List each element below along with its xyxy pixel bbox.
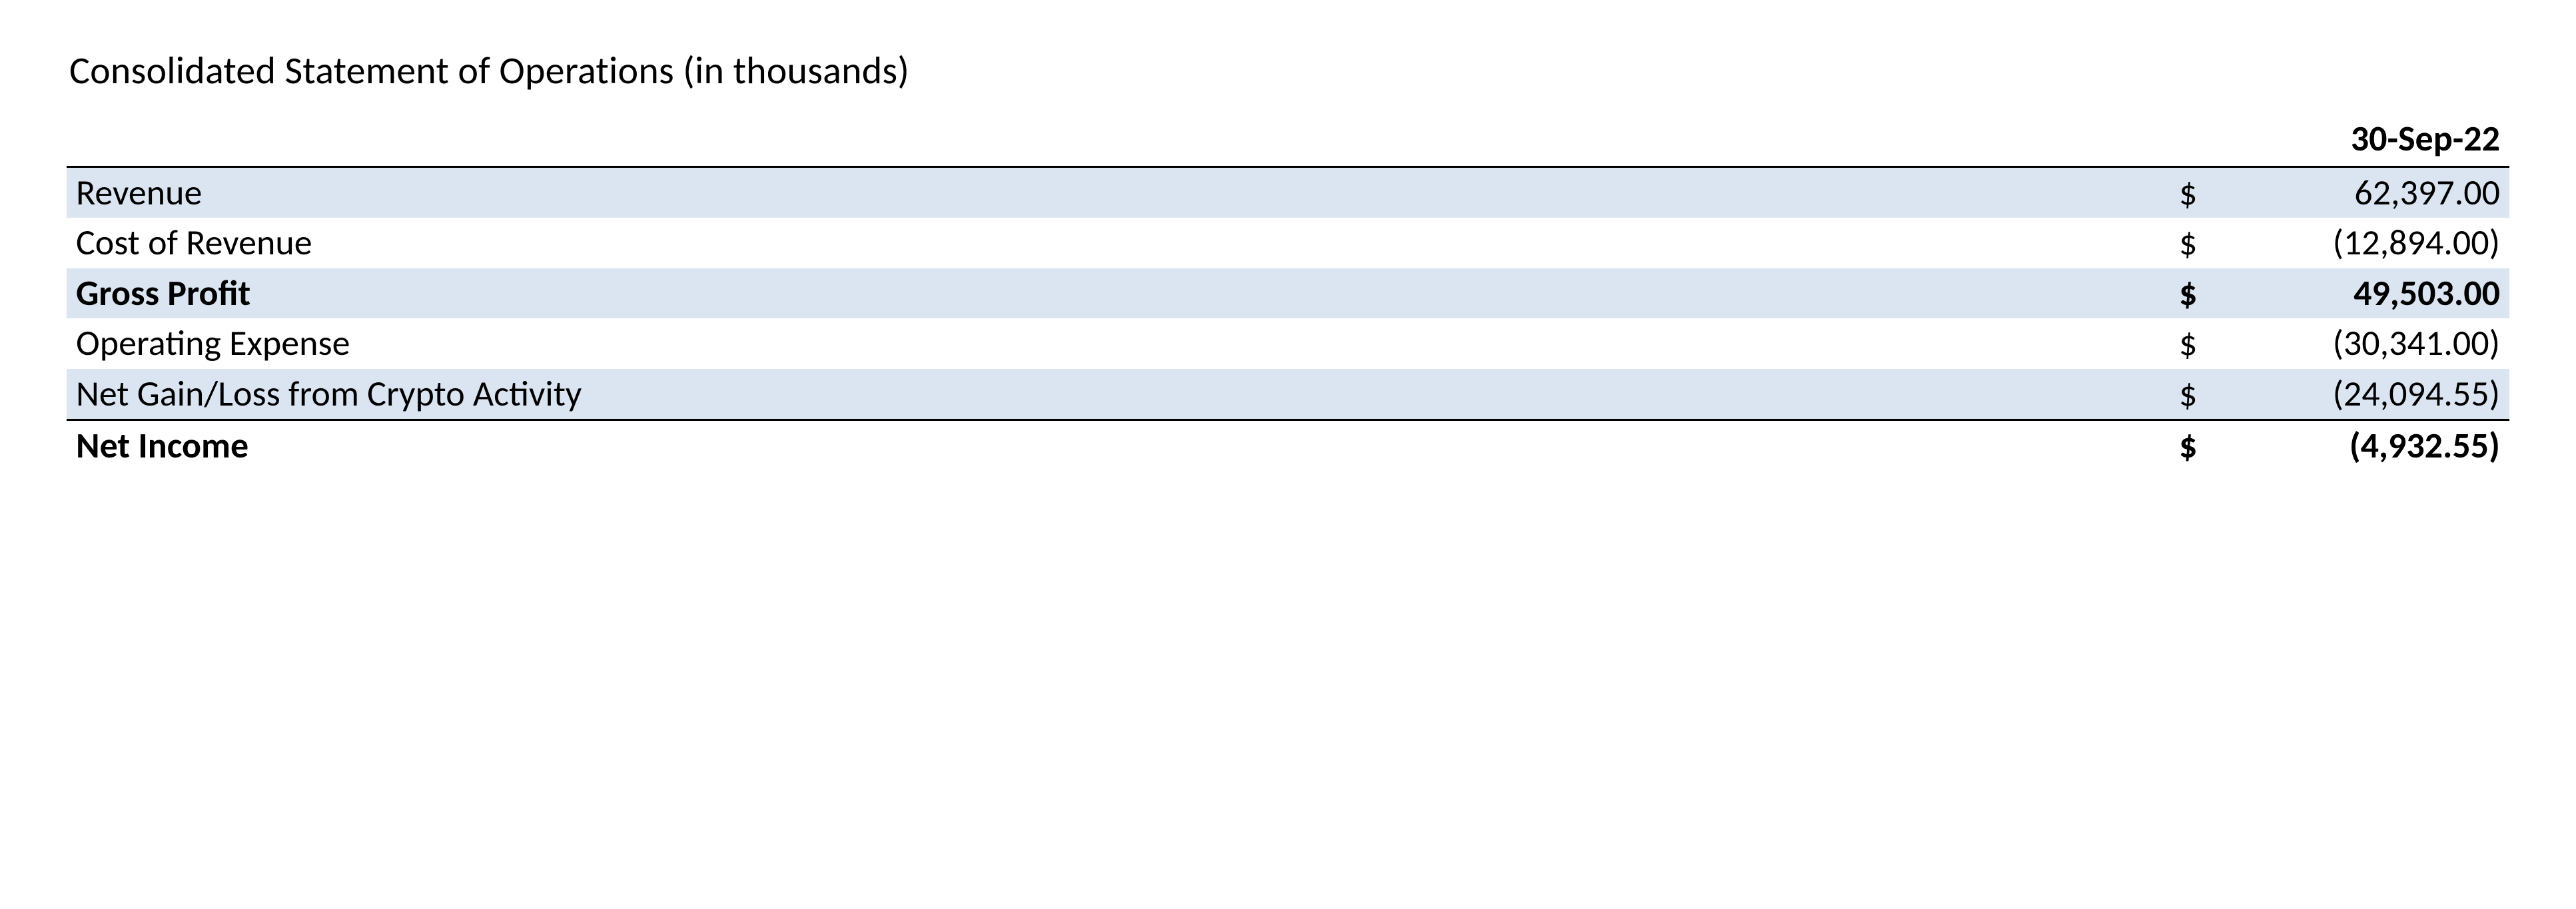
row-label: Net Income [67, 420, 2170, 471]
row-amount: (4,932.55) [2230, 420, 2509, 471]
table-row: Revenue$62,397.00 [67, 166, 2509, 218]
table-header-row: 30-Sep-22 [67, 113, 2509, 166]
table-header-blank [67, 113, 2170, 166]
row-amount: (24,094.55) [2230, 369, 2509, 420]
table-row: Net Gain/Loss from Crypto Activity$(24,0… [67, 369, 2509, 420]
row-amount: 49,503.00 [2230, 268, 2509, 319]
row-amount: (30,341.00) [2230, 318, 2509, 369]
page-title: Consolidated Statement of Operations (in… [69, 47, 2509, 94]
row-label: Revenue [67, 166, 2170, 218]
table-header-period: 30-Sep-22 [2230, 113, 2509, 166]
table-row: Operating Expense$(30,341.00) [67, 318, 2509, 369]
row-label: Gross Profit [67, 268, 2170, 319]
table-row: Cost of Revenue$(12,894.00) [67, 218, 2509, 268]
row-label: Operating Expense [67, 318, 2170, 369]
row-amount: 62,397.00 [2230, 166, 2509, 218]
row-label: Cost of Revenue [67, 218, 2170, 268]
row-currency: $ [2170, 268, 2230, 319]
row-currency: $ [2170, 166, 2230, 218]
row-label: Net Gain/Loss from Crypto Activity [67, 369, 2170, 420]
table-row: Gross Profit$49,503.00 [67, 268, 2509, 319]
table-row: Net Income$(4,932.55) [67, 420, 2509, 471]
row-currency: $ [2170, 420, 2230, 471]
row-currency: $ [2170, 369, 2230, 420]
statement-body: Revenue$62,397.00Cost of Revenue$(12,894… [67, 166, 2509, 471]
row-currency: $ [2170, 218, 2230, 268]
table-header-blank [2170, 113, 2230, 166]
row-amount: (12,894.00) [2230, 218, 2509, 268]
statement-page: Consolidated Statement of Operations (in… [0, 0, 2576, 511]
row-currency: $ [2170, 318, 2230, 369]
statement-table: 30-Sep-22 Revenue$62,397.00Cost of Reven… [67, 113, 2509, 471]
